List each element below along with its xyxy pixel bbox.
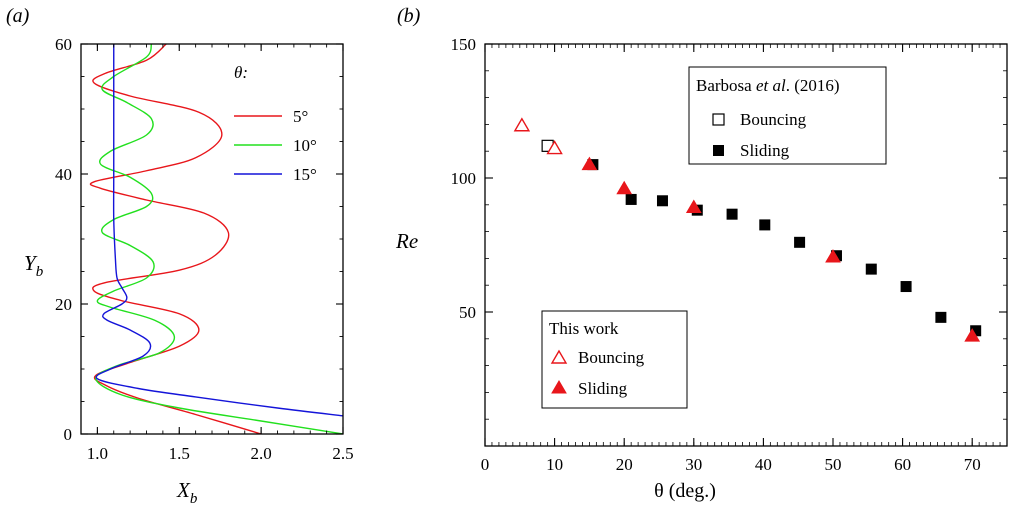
panel-a-xlabel-main: X [176, 478, 191, 502]
x-tick-label: 50 [825, 455, 842, 474]
y-tick-label: 40 [55, 165, 72, 184]
legend-thiswork-bouncing-label: Bouncing [578, 348, 645, 367]
panel-b-ticks: 0 10 20 30 40 50 60 70 50 100 150 [451, 35, 1008, 474]
data-point-filled-square [970, 325, 982, 337]
data-point-filled-triangle [616, 180, 633, 195]
legend-barbosa-sliding-marker [713, 145, 724, 156]
data-point-open-triangle [513, 117, 531, 132]
legend-barbosa-title: Barbosa et al. (2016) [696, 76, 840, 95]
y-tick-label: 100 [451, 169, 477, 188]
panel-a: (a) 1.0 1.5 2.0 2.5 0 20 40 60 Yb Xb θ: 5° 10° … [6, 5, 354, 507]
panel-a-legend: θ: 5° 10° 15° [234, 63, 317, 184]
x-tick-label: 1.0 [87, 444, 108, 463]
legend-barbosa-title-prefix: Barbosa [696, 76, 756, 95]
y-tick-label: 150 [451, 35, 477, 54]
y-tick-label: 0 [64, 425, 73, 444]
panel-b-ylabel: Re [395, 229, 418, 253]
legend-barbosa: Barbosa et al. (2016) Bouncing Sliding [688, 66, 887, 165]
legend-thiswork: This work Bouncing Sliding [541, 310, 688, 409]
x-tick-label: 2.0 [251, 444, 272, 463]
panel-a-lines [89, 44, 343, 434]
data-point-filled-triangle [685, 199, 702, 213]
legend-label-15deg: 15° [293, 165, 317, 184]
x-tick-label: 2.5 [332, 444, 353, 463]
panel-a-label: (a) [6, 5, 30, 27]
legend-thiswork-bouncing-marker [550, 349, 568, 364]
panel-b-label: (b) [397, 5, 421, 27]
y-tick-label: 60 [55, 35, 72, 54]
data-point-filled-square [794, 236, 806, 248]
data-point-filled-square [900, 281, 912, 293]
x-tick-label: 30 [685, 455, 702, 474]
data-point-filled-square [625, 193, 637, 205]
data-point-filled-square [935, 311, 947, 323]
series-line-2 [95, 44, 343, 417]
panel-b-frame [484, 43, 1008, 447]
legend-barbosa-title-suffix: . (2016) [786, 76, 840, 95]
legend-barbosa-bouncing-marker [712, 113, 725, 126]
x-tick-label: 20 [616, 455, 633, 474]
legend-thiswork-title: This work [549, 319, 619, 338]
data-point-filled-triangle [964, 328, 981, 342]
panel-a-frame [80, 43, 344, 435]
x-tick-label: 10 [546, 455, 563, 474]
panel-a-ylabel-sub: b [36, 264, 44, 280]
x-tick-label: 1.5 [169, 444, 190, 463]
data-point-filled-square [726, 208, 738, 220]
legend-thiswork-sliding-label: Sliding [578, 379, 628, 398]
legend-label-10deg: 10° [293, 136, 317, 155]
y-tick-label: 50 [459, 303, 476, 322]
panel-b-points [513, 117, 982, 342]
data-point-filled-square [759, 219, 771, 231]
x-tick-label: 0 [481, 455, 490, 474]
panel-a-legend-title: θ: [234, 63, 248, 82]
legend-barbosa-bouncing-label: Bouncing [740, 110, 807, 129]
x-tick-label: 70 [964, 455, 981, 474]
legend-barbosa-title-italic: et al [756, 76, 786, 95]
data-point-filled-square [656, 195, 668, 207]
data-point-open-triangle [546, 140, 563, 155]
data-point-filled-triangle [581, 156, 598, 171]
data-point-filled-triangle [825, 249, 841, 263]
legend-label-5deg: 5° [293, 107, 308, 126]
panel-a-ylabel-main: Y [24, 251, 38, 275]
series-line-1 [95, 44, 343, 434]
data-point-filled-square [865, 263, 877, 275]
panel-a-ylabel: Yb [24, 251, 44, 280]
panel-a-xlabel: Xb [176, 478, 198, 507]
x-tick-label: 40 [755, 455, 772, 474]
panel-a-ticks: 1.0 1.5 2.0 2.5 0 20 40 60 [55, 35, 354, 463]
panel-a-xlabel-sub: b [190, 491, 198, 507]
legend-thiswork-sliding-marker [551, 380, 567, 394]
x-tick-label: 60 [894, 455, 911, 474]
panel-b-xlabel: θ (deg.) [654, 480, 716, 502]
legend-barbosa-sliding-label: Sliding [740, 141, 790, 160]
y-tick-label: 20 [55, 295, 72, 314]
legend-thiswork-box [541, 310, 688, 409]
